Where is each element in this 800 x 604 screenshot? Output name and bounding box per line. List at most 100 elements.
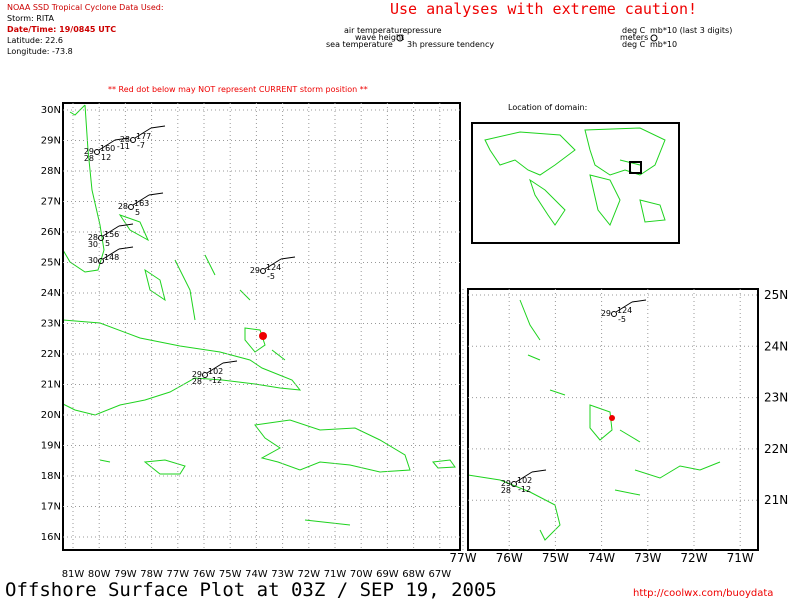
lon-label: 81W xyxy=(62,569,85,580)
pressure: 160 xyxy=(100,144,115,153)
pressure: 124 xyxy=(266,263,281,272)
pressure: 148 xyxy=(104,253,119,262)
lat-label: 16N xyxy=(41,532,61,543)
pressure-tendency: -12 xyxy=(518,485,531,494)
wind-barb xyxy=(132,194,150,206)
air-temperature: 30 xyxy=(88,256,98,265)
datetime: Date/Time: 19/0845 UTC xyxy=(7,25,116,34)
lat-label: 28N xyxy=(41,166,61,177)
pressure: 102 xyxy=(517,476,532,485)
wind-barb xyxy=(280,256,296,260)
wind-barb xyxy=(148,192,164,196)
pressure: 177 xyxy=(136,132,151,141)
wind-barb xyxy=(134,127,152,139)
legend-text: air temperature xyxy=(344,26,407,35)
frame xyxy=(467,288,759,551)
warning: ** Red dot below may NOT represent CURRE… xyxy=(108,85,368,94)
legend-text: deg C xyxy=(622,26,646,35)
wind-barb xyxy=(531,469,547,473)
station xyxy=(98,235,104,241)
lat-label: 20N xyxy=(41,410,61,421)
lon-label: 67W xyxy=(428,569,451,580)
coastline xyxy=(254,419,411,473)
longitude: Longitude: -73.8 xyxy=(7,47,73,56)
air-temperature: 29 xyxy=(601,309,611,318)
lat-label: 29N xyxy=(41,136,61,147)
coastline xyxy=(62,104,105,273)
wind-barb xyxy=(102,225,120,237)
station xyxy=(128,204,134,210)
lon-label: 80W xyxy=(88,569,111,580)
lon-label: 71W xyxy=(324,569,347,580)
lon-label: 72W xyxy=(680,551,707,565)
lon-label: 68W xyxy=(402,569,425,580)
sea-temperature: 28 xyxy=(192,377,202,386)
pressure-tendency: -7 xyxy=(137,141,145,150)
wind-barb xyxy=(615,301,633,313)
lat-label: 19N xyxy=(41,441,61,452)
inset-title: Location of domain: xyxy=(508,103,587,112)
lon-label: 76W xyxy=(496,551,523,565)
pressure-tendency: -12 xyxy=(209,376,222,385)
air-temperature: 29 xyxy=(192,370,202,379)
legend-text: sea temperature xyxy=(326,40,393,49)
footer-title: Offshore Surface Plot at 03Z / SEP 19, 2… xyxy=(5,579,497,600)
lat-label: 22N xyxy=(764,442,788,456)
sea-temperature: -11 xyxy=(117,142,130,151)
lat-label: 24N xyxy=(764,339,788,353)
air-temperature: 29 xyxy=(250,266,260,275)
legend-text: pressure xyxy=(407,26,442,35)
source: NOAA SSD Tropical Cyclone Data Used: xyxy=(7,3,164,12)
legend-text: wave height xyxy=(355,33,404,42)
legend-text: meters xyxy=(620,33,648,42)
coastline xyxy=(62,319,302,416)
sea-temperature: 28 xyxy=(84,154,94,163)
lat-label: 26N xyxy=(41,227,61,238)
storm-position xyxy=(259,332,267,340)
pressure-tendency: 5 xyxy=(105,239,110,248)
sea-temperature: 28 xyxy=(501,486,511,495)
air-temperature: 28 xyxy=(88,233,98,242)
lon-label: 78W xyxy=(140,569,163,580)
lon-label: 77W xyxy=(166,569,189,580)
latitude: Latitude: 22.6 xyxy=(7,36,63,45)
world-inset xyxy=(471,122,680,244)
sea-temperature: 30 xyxy=(88,240,98,249)
lon-label: 69W xyxy=(376,569,399,580)
wind-barb xyxy=(206,362,224,374)
wind-barb xyxy=(118,246,134,250)
wind-barb xyxy=(631,299,647,303)
pressure: 124 xyxy=(617,306,632,315)
legend-text: deg C xyxy=(622,40,646,49)
air-temperature: 28 xyxy=(120,135,130,144)
pressure-tendency: -5 xyxy=(267,272,275,281)
legend-text: 3h pressure tendency xyxy=(407,40,494,49)
lat-label: 21N xyxy=(41,380,61,391)
wind-barb xyxy=(102,248,120,260)
station xyxy=(202,372,208,378)
lat-label: 23N xyxy=(764,391,788,405)
lon-label: 70W xyxy=(350,569,373,580)
wind-barb xyxy=(98,139,116,151)
wind-barb xyxy=(114,137,130,141)
legend-text: mb*10 xyxy=(650,40,677,49)
pressure-tendency: 5 xyxy=(135,208,140,217)
storm: Storm: RITA xyxy=(7,14,54,23)
station xyxy=(260,268,266,274)
zoom-map: 29 124-5 29 102 28 -12 xyxy=(462,288,759,551)
station xyxy=(94,149,100,155)
lat-label: 25N xyxy=(41,258,61,269)
caution: Use analyses with extreme caution! xyxy=(390,0,697,18)
lon-label: 77W xyxy=(449,551,476,565)
pressure-tendency: 12 xyxy=(101,153,111,162)
frame xyxy=(62,102,461,551)
lon-label: 73W xyxy=(634,551,661,565)
wind-barb xyxy=(515,471,533,483)
station xyxy=(611,311,617,317)
lon-label: 71W xyxy=(727,551,754,565)
lat-label: 21N xyxy=(764,493,788,507)
wind-barb xyxy=(150,125,166,129)
